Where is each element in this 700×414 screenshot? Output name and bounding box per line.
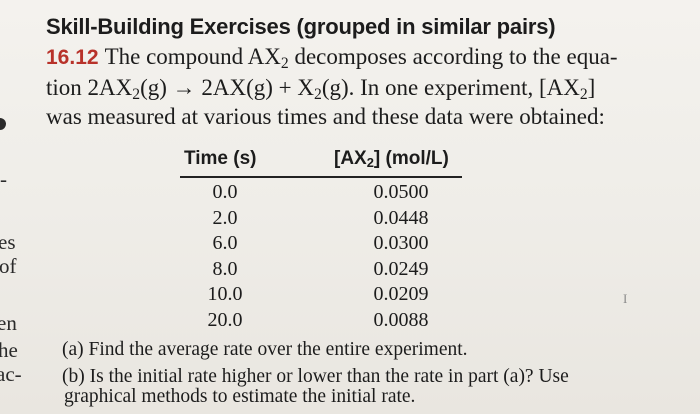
column-header-concentration: [AX2] (mol/L) (334, 148, 449, 170)
section-heading: Skill-Building Exercises (grouped in sim… (46, 14, 556, 39)
data-table: 0.0 0.0500 2.0 0.0448 6.0 0.0300 8.0 0.0… (180, 180, 462, 334)
header-text: ] (mol/L) (373, 148, 449, 169)
edge-fragment: - (0, 167, 7, 191)
question-b-line-2: graphical methods to estimate the initia… (64, 386, 416, 407)
time-cell: 10.0 (207, 283, 243, 306)
table-row: 20.0 0.0088 (180, 308, 462, 334)
subscript: 2 (280, 54, 289, 72)
time-cell: 6.0 (212, 232, 238, 255)
problem-statement-line-1: 16.12 The compound AX2 decomposes accordi… (46, 44, 618, 72)
time-cell: 20.0 (207, 308, 243, 331)
time-cell: 0.0 (212, 181, 238, 203)
concentration-cell: 0.0209 (373, 283, 429, 306)
edge-fragment: of (0, 254, 17, 278)
problem-text: ] (587, 75, 596, 100)
problem-text: The compound AX (104, 44, 281, 69)
time-cell: 8.0 (212, 257, 238, 280)
question-a: (a) Find the average rate over the entir… (62, 339, 468, 360)
problem-text: (g). In one experiment, [AX (321, 75, 580, 100)
concentration-cell: 0.0088 (373, 308, 429, 331)
edge-fragment: en (0, 311, 17, 335)
concentration-cell: 0.0448 (373, 206, 429, 229)
edge-fragment: es (0, 230, 16, 254)
concentration-cell: 0.0249 (373, 257, 429, 280)
problem-number: 16.12 (46, 46, 99, 69)
concentration-cell: 0.0300 (373, 232, 429, 255)
page-edge-mark (0, 118, 6, 130)
table-row: 10.0 0.0209 (180, 282, 462, 308)
time-cell: 2.0 (212, 206, 238, 229)
text-cursor-icon: I (623, 291, 628, 306)
concentration-cell: 0.0500 (373, 181, 429, 203)
problem-statement-line-2: tion 2AX2(g) → 2AX(g) + X2(g). In one ex… (46, 75, 596, 103)
problem-text: (g) → 2AX(g) + X (140, 75, 314, 100)
table-row: 0.0 0.0500 (180, 180, 462, 206)
edge-fragment: he (0, 338, 18, 362)
table-row: 8.0 0.0249 (180, 257, 462, 283)
table-row: 6.0 0.0300 (180, 231, 462, 257)
problem-text: tion 2AX (46, 75, 133, 100)
subscript: 2 (314, 85, 322, 103)
edge-fragment: ac- (0, 362, 22, 386)
question-b-line-1: (b) Is the initial rate higher or lower … (62, 366, 569, 387)
subscript: 2 (579, 85, 588, 103)
problem-text: decomposes according to the equa- (288, 44, 618, 69)
header-text: [AX (334, 148, 367, 169)
subscript: 2 (132, 85, 141, 103)
table-row: 2.0 0.0448 (180, 206, 462, 232)
problem-statement-line-3: was measured at various times and these … (46, 104, 605, 129)
subscript: 2 (366, 155, 374, 171)
column-header-time: Time (s) (184, 148, 257, 169)
table-header-rule (180, 176, 462, 178)
